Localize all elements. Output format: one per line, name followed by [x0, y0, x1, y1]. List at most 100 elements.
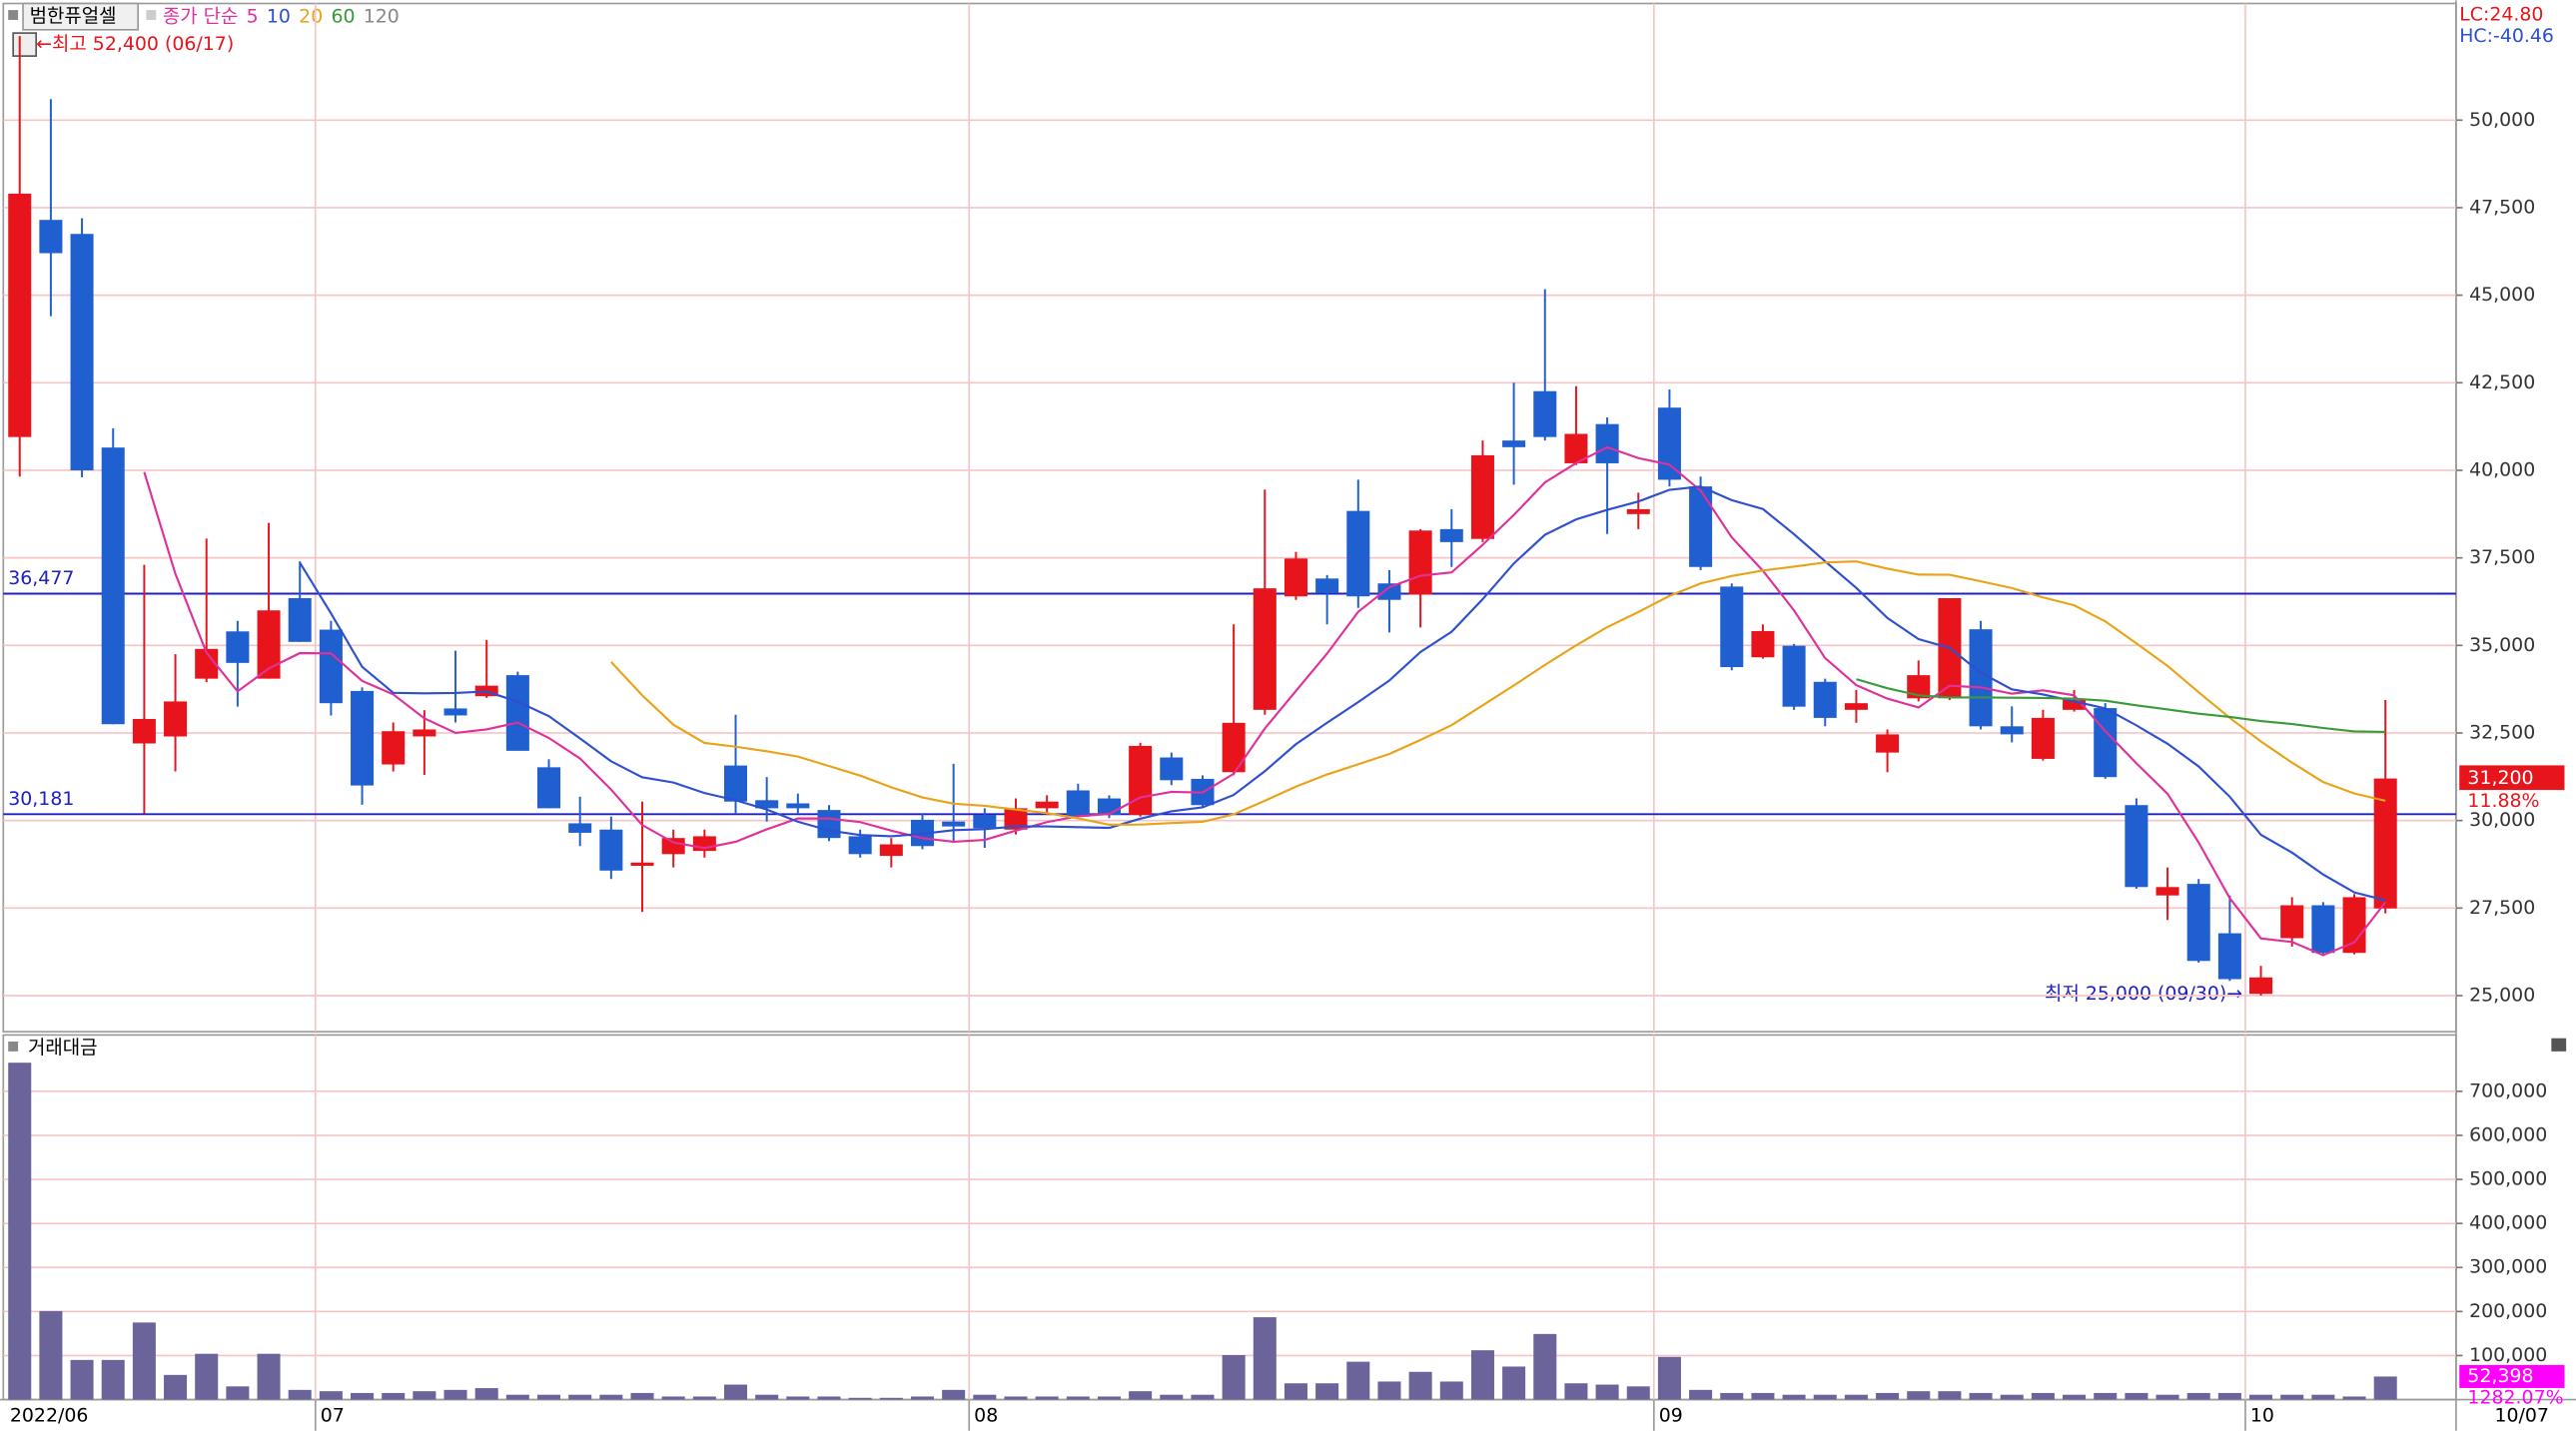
candle-body — [226, 631, 250, 663]
candle-body — [1689, 486, 1713, 567]
volume-bar — [1191, 1394, 1215, 1400]
volume-bar — [2000, 1394, 2024, 1400]
price-tick-label: 50,000 — [2469, 109, 2535, 131]
candle-body — [1315, 578, 1339, 594]
level-label: 30,181 — [8, 788, 74, 810]
volume-bar — [723, 1384, 748, 1400]
candle-body — [1377, 583, 1401, 600]
volume-bar — [1938, 1391, 1962, 1400]
table-icon[interactable] — [12, 32, 38, 57]
last-price-box — [2459, 765, 2565, 791]
candle-body — [2063, 700, 2087, 710]
volume-bar — [443, 1389, 467, 1400]
candle-body — [2249, 977, 2273, 995]
volume-bar — [2094, 1392, 2118, 1400]
volume-bar — [1315, 1383, 1339, 1400]
volume-bar — [8, 1063, 32, 1400]
volume-bar — [1253, 1317, 1277, 1400]
candle-body — [848, 836, 872, 855]
ma-legend: 종가 단순 5 10 20 60 120 — [163, 5, 400, 27]
volume-bar — [70, 1359, 94, 1400]
last-volume-box — [2459, 1364, 2565, 1388]
volume-tick-label: 700,000 — [2469, 1079, 2547, 1101]
volume-bar — [2249, 1394, 2273, 1400]
candle-body — [599, 829, 623, 871]
candle-body — [1564, 433, 1588, 463]
volume-bar — [2063, 1394, 2087, 1400]
ma-legend-period: 10 — [267, 5, 291, 27]
candle-body — [879, 844, 903, 857]
volume-bar — [1844, 1394, 1868, 1400]
panel-icon — [8, 1041, 19, 1052]
volume-bar — [2155, 1394, 2179, 1400]
price-tick-label: 27,500 — [2469, 897, 2535, 919]
candle-body — [443, 708, 467, 716]
volume-bar — [164, 1374, 188, 1400]
candle-body — [39, 220, 63, 254]
candle-body — [2031, 717, 2055, 759]
candle-body — [661, 838, 685, 855]
volume-bar — [1657, 1356, 1681, 1400]
candle-body — [8, 193, 32, 437]
volume-bar — [755, 1394, 779, 1400]
volume-bar — [1066, 1396, 1090, 1400]
candle-body — [1129, 745, 1153, 816]
candle-body — [973, 815, 997, 829]
volume-title: 거래대금 — [28, 1037, 98, 1059]
volume-bar — [1222, 1355, 1246, 1400]
candle-body — [537, 767, 561, 809]
stock-name: 범한퓨얼셀 — [30, 5, 117, 27]
candle-body — [413, 729, 436, 737]
candle-body — [505, 675, 529, 751]
candle-body — [195, 648, 219, 679]
legend-icon — [146, 10, 157, 20]
volume-bar — [1813, 1394, 1837, 1400]
candle-body — [1346, 510, 1370, 597]
candle-body — [1160, 757, 1184, 781]
candle-body — [2217, 933, 2241, 980]
candle-body — [786, 803, 810, 809]
volume-bar — [2280, 1394, 2304, 1400]
candle-body — [1533, 390, 1557, 437]
candle-body — [382, 731, 406, 765]
volume-bar — [2217, 1392, 2241, 1400]
candle-body — [723, 765, 748, 802]
candle-body — [1253, 588, 1277, 710]
candle-body — [1595, 423, 1619, 463]
volume-bar — [382, 1392, 406, 1400]
end-date-label: 10/07 — [2494, 1404, 2549, 1426]
volume-bar — [474, 1388, 498, 1400]
candle-body — [1004, 808, 1028, 830]
candle-body — [1907, 675, 1931, 699]
candle-body — [319, 629, 343, 704]
volume-bar — [786, 1396, 810, 1400]
panel-button[interactable] — [2551, 1038, 2567, 1052]
price-tick-label: 37,500 — [2469, 546, 2535, 568]
candle-body — [101, 447, 125, 725]
candle-body — [1284, 558, 1307, 597]
volume-bar — [1720, 1392, 1744, 1400]
volume-bar — [1751, 1392, 1775, 1400]
ma-line — [610, 560, 2386, 826]
low-note: 최저 25,000 (09/30)→ — [2045, 983, 2242, 1005]
candle-body — [1035, 801, 1059, 809]
volume-tick-label: 200,000 — [2469, 1300, 2547, 1322]
volume-bar — [568, 1394, 592, 1400]
price-tick-label: 35,000 — [2469, 634, 2535, 656]
volume-bar — [879, 1397, 903, 1400]
volume-bar — [1377, 1381, 1401, 1400]
candle-body — [2155, 887, 2179, 896]
volume-bar — [413, 1391, 436, 1400]
date-label: 10 — [2250, 1404, 2274, 1426]
price-tick-label: 25,000 — [2469, 984, 2535, 1006]
volume-bar — [1969, 1392, 1993, 1400]
volume-bar — [1533, 1333, 1557, 1400]
volume-bar — [2311, 1394, 2335, 1400]
candle-body — [1813, 681, 1837, 718]
volume-bar — [132, 1322, 156, 1400]
volume-bar — [630, 1392, 654, 1400]
candle-body — [164, 701, 188, 737]
date-label: 2022/06 — [10, 1404, 89, 1426]
volume-bar — [351, 1392, 375, 1400]
